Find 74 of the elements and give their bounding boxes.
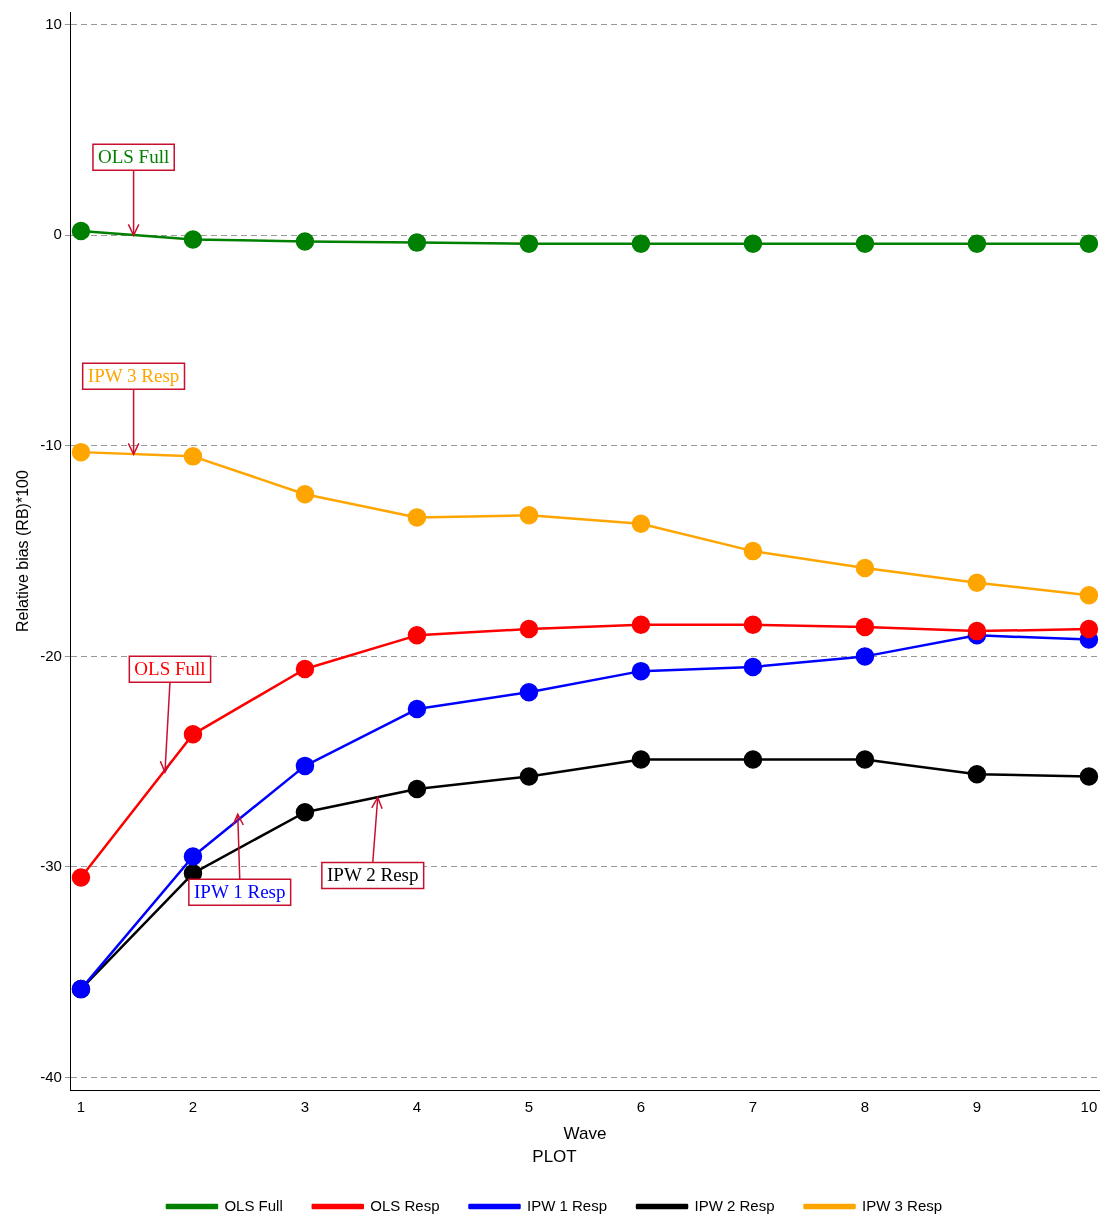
x-tick-label: 6 [636, 1098, 646, 1116]
legend-label: OLS Resp [370, 1196, 440, 1214]
annotation: OLS Full [97, 146, 170, 168]
point [183, 725, 203, 744]
x-tick-label: 3 [300, 1098, 310, 1116]
legend-label: OLS Full [224, 1196, 283, 1214]
point [71, 442, 91, 462]
point [407, 699, 427, 719]
point [407, 233, 427, 252]
point [631, 514, 651, 533]
x-tick-label: 1 [76, 1098, 86, 1116]
point [407, 508, 427, 527]
y-tick-label: -40 [40, 1067, 62, 1085]
annotation: IPW 3 Resp [87, 365, 180, 387]
point [631, 234, 651, 253]
x-tick-label: 8 [860, 1098, 870, 1116]
point [855, 558, 875, 578]
point [631, 661, 651, 681]
y-tick-label: -20 [40, 646, 62, 664]
y-tick-label: -30 [40, 857, 62, 875]
point [855, 617, 875, 637]
point [855, 647, 875, 666]
point [519, 506, 539, 525]
point [183, 230, 203, 249]
y-tick-label: -10 [40, 435, 62, 453]
point [743, 541, 763, 561]
point [519, 619, 539, 639]
point [1079, 619, 1099, 639]
annotation: OLS Full [134, 658, 206, 680]
x-tick-label: 9 [972, 1098, 982, 1116]
point [295, 484, 315, 504]
point [71, 868, 91, 887]
point [743, 657, 763, 677]
x-tick-label: 5 [524, 1098, 534, 1116]
legend-label: IPW 2 Resp [694, 1196, 775, 1214]
point [295, 802, 315, 822]
x-axis-title: Wave [563, 1124, 607, 1144]
point [71, 221, 91, 241]
point [519, 234, 539, 253]
point [967, 573, 987, 592]
annotation: IPW 1 Resp [194, 881, 286, 903]
point [407, 779, 427, 799]
legend-title: PLOT [532, 1146, 577, 1166]
point [743, 234, 763, 253]
annotation: IPW 2 Resp [327, 864, 419, 886]
x-tick-label: 7 [748, 1098, 758, 1116]
point [855, 750, 875, 769]
point [183, 847, 203, 866]
x-tick-label: 10 [1080, 1098, 1098, 1116]
point [967, 765, 987, 784]
point [295, 232, 315, 251]
point [407, 626, 427, 645]
point [855, 234, 875, 253]
point [1079, 767, 1099, 786]
y-tick-label: 0 [53, 225, 62, 243]
point [631, 615, 651, 635]
x-tick-label: 4 [412, 1098, 422, 1116]
point [183, 447, 203, 466]
point [743, 615, 763, 635]
point [1079, 586, 1099, 605]
legend-label: IPW 1 Resp [526, 1196, 608, 1214]
y-tick-label: 10 [45, 14, 62, 32]
point [743, 750, 763, 769]
point [967, 234, 987, 253]
point [519, 767, 539, 786]
legend-label: IPW 3 Resp [862, 1196, 943, 1214]
point [295, 756, 315, 776]
point [967, 621, 987, 641]
point [519, 682, 539, 702]
point [295, 659, 315, 679]
point [1079, 234, 1099, 253]
point [631, 750, 651, 769]
y-axis-title: Relative bias (RB)*100 [14, 470, 32, 633]
x-tick-label: 2 [188, 1098, 198, 1116]
